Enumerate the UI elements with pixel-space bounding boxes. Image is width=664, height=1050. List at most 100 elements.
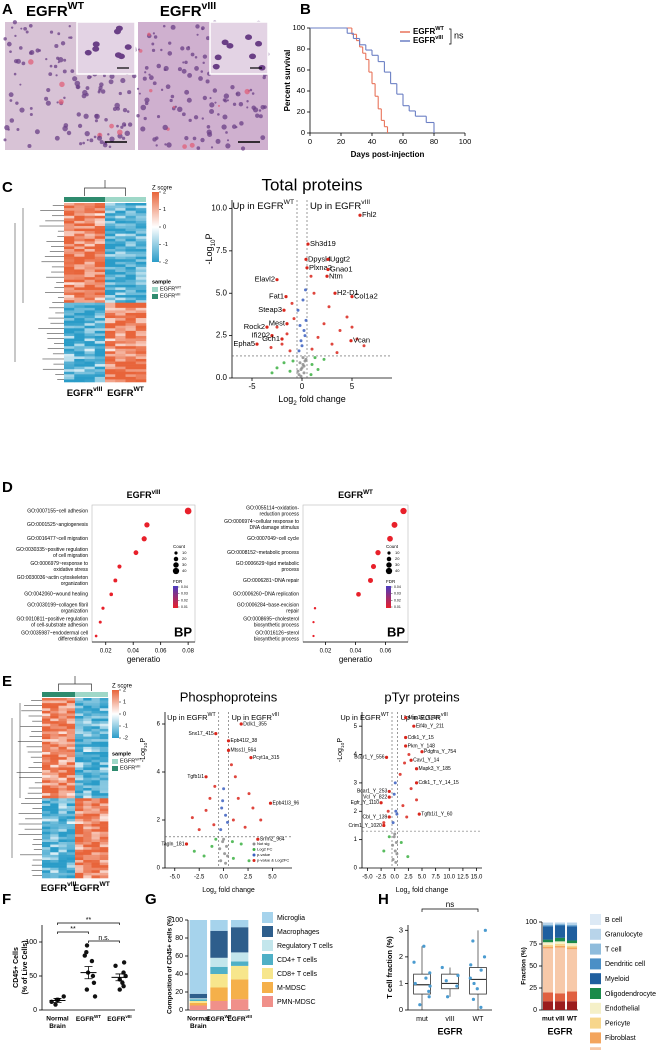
gene-label: Mest	[269, 319, 286, 328]
heat-cell	[105, 218, 116, 222]
point	[468, 976, 472, 980]
heat-cell	[66, 854, 76, 858]
x-tick-label: -5.0	[362, 875, 373, 881]
heat-cell	[125, 226, 137, 229]
heat-cell	[105, 369, 116, 373]
bar-segment	[189, 920, 208, 994]
heat-cell	[135, 241, 147, 245]
x-axis-label: Log2 fold change	[202, 887, 255, 896]
point	[84, 987, 90, 992]
nucleus	[121, 122, 127, 127]
heat-cell	[105, 228, 116, 232]
bar-segment	[210, 920, 228, 931]
heat-cell	[99, 757, 109, 761]
dot	[400, 507, 407, 515]
heat-cell	[83, 803, 92, 807]
gene-label: Epb41l2_38	[231, 738, 258, 744]
heat-cell	[91, 836, 101, 840]
nucleus	[46, 87, 51, 93]
y-tick-label: process	[281, 567, 299, 573]
heat-cell	[105, 210, 116, 214]
point	[275, 366, 279, 370]
gene-point	[349, 339, 353, 343]
legend-label: PMN-MDSC	[277, 999, 316, 1006]
heat-cell	[64, 251, 75, 255]
point	[229, 763, 233, 767]
heat-cell	[66, 703, 76, 707]
heat-cell	[66, 795, 76, 799]
heat-cell	[105, 215, 116, 219]
heat-cell	[115, 236, 126, 240]
heat-cell	[135, 338, 147, 342]
point	[121, 984, 126, 989]
nucleus	[49, 30, 54, 34]
legend-label: 0.04	[181, 585, 188, 589]
nucleus	[184, 89, 190, 95]
nucleus	[212, 88, 218, 93]
heat-cell	[125, 256, 137, 260]
heat-cell	[42, 708, 51, 712]
legend-size	[174, 551, 178, 555]
heat-cell	[42, 798, 51, 802]
heat-cell	[75, 780, 84, 784]
legend-swatch	[590, 943, 601, 955]
point	[391, 843, 395, 847]
text-part: WT	[363, 489, 373, 496]
heat-cell	[42, 867, 51, 871]
heat-cell	[135, 371, 147, 375]
nucleus	[192, 136, 197, 141]
bar-segment	[210, 987, 228, 1001]
nucleus	[210, 146, 214, 149]
bar-segment	[566, 940, 578, 944]
heat-cell	[125, 371, 137, 375]
point	[226, 820, 230, 824]
heat-cell	[105, 356, 116, 360]
heat-cell	[64, 277, 75, 281]
heat-cell	[135, 246, 147, 250]
heat-cell	[75, 808, 84, 812]
heat-cell	[99, 839, 109, 843]
heat-cell	[125, 284, 137, 288]
point	[269, 345, 273, 349]
x-tick-label: 0.04	[350, 649, 362, 655]
point	[446, 995, 450, 999]
heat-cell	[115, 279, 126, 283]
heat-cell	[135, 218, 147, 222]
heat-cell	[94, 338, 106, 342]
gene-point	[387, 795, 391, 799]
nucleus	[221, 124, 227, 130]
point	[312, 291, 316, 295]
point	[327, 305, 331, 309]
heat-cell	[105, 261, 116, 265]
heat-cell	[75, 862, 84, 866]
gene-point	[384, 755, 389, 759]
heat-cell	[66, 826, 76, 830]
heat-cell	[83, 723, 92, 727]
legend-size	[173, 562, 179, 568]
significance-label: **	[86, 917, 92, 924]
nucleus	[202, 54, 208, 59]
nucleus	[143, 116, 147, 121]
heat-cell	[64, 218, 75, 222]
y-tick-label: 40	[175, 971, 183, 978]
heat-cell	[91, 829, 101, 833]
heat-cell	[75, 731, 84, 735]
nucleus	[202, 95, 208, 101]
gene-label: Dclk1_355	[243, 721, 267, 727]
point	[90, 973, 96, 979]
point	[219, 828, 223, 832]
nucleus	[60, 41, 66, 46]
heat-cell	[75, 836, 84, 840]
x-axis-label: Log2 fold change	[278, 394, 346, 407]
bar-segment	[210, 1001, 228, 1010]
heat-cell	[74, 287, 85, 291]
nucleus	[239, 121, 244, 126]
column-label: EGFRWT	[107, 386, 144, 398]
heat-cell	[50, 811, 59, 815]
heat-cell	[42, 857, 51, 861]
heat-cell	[91, 795, 101, 799]
heat-cell	[64, 272, 75, 275]
nucleus	[214, 101, 217, 104]
legend-label: Regulatory T cells	[277, 943, 333, 950]
heat-cell	[115, 300, 126, 304]
